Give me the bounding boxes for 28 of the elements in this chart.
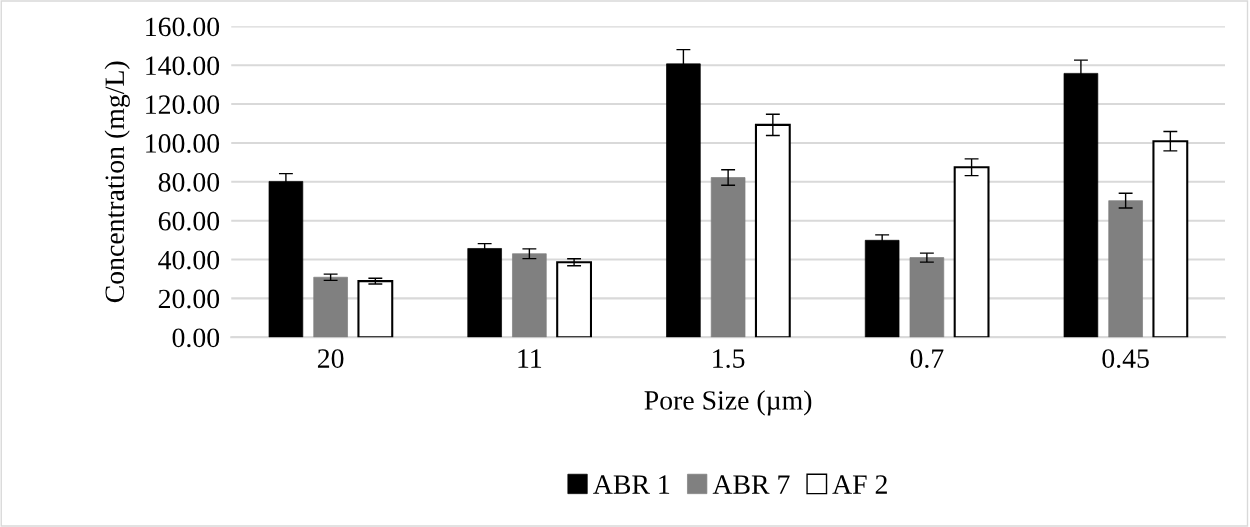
bar [357,280,394,338]
x-tick-label: 0.45 [1102,349,1149,369]
y-tick-label: 20.00 [158,289,220,309]
y-tick-label: 40.00 [158,250,220,270]
x-tick-label: 20 [317,349,344,368]
bar [1108,200,1143,338]
y-tick-label: 60.00 [158,211,220,231]
y-tick-label: 0.00 [172,328,220,348]
legend-label: ABR 1 [593,475,670,494]
y-tick-label: 80.00 [158,172,220,192]
bar [467,248,502,338]
y-tick-label: 160.00 [146,17,220,37]
y-tick-label: 120.00 [146,95,220,115]
y-axis-title: Concentration (mg/L) [104,61,130,303]
x-tick-label: 0.7 [910,349,944,369]
bar [864,239,900,338]
x-tick-label: 1.5 [713,349,745,369]
legend-label: AF 2 [832,475,887,494]
y-tick-label: 140.00 [146,56,220,76]
bar [710,177,746,338]
bar [556,261,593,338]
legend-label: ABR 7 [712,475,790,494]
bar [512,253,547,338]
y-tick-label: 100.00 [146,134,220,153]
bar [313,276,348,338]
bar [909,257,945,338]
x-axis-title: Pore Size (µm) [644,390,812,416]
x-tick-label: 11 [518,349,542,368]
